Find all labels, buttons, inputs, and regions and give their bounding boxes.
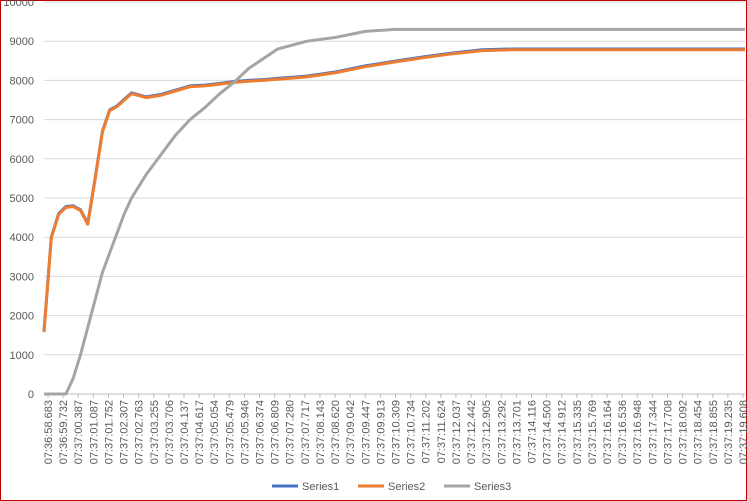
y-tick-label: 2000 xyxy=(10,311,34,323)
x-tick-label: 07:37:18.454 xyxy=(693,400,705,464)
legend-label: Series2 xyxy=(388,481,425,493)
x-axis: 07:36:58.683 07:36:59.732 07:37:00.387 07:3… xyxy=(43,394,747,464)
x-tick-label: 07:37:16.948 xyxy=(632,400,644,464)
x-tick-label: 07:37:06.809 xyxy=(270,400,282,464)
x-tick-label: 07:37:14.500 xyxy=(542,400,554,464)
series-line-series1 xyxy=(42,47,745,332)
x-tick-label: 07:37:09.042 xyxy=(345,400,357,464)
x-tick-label: 07:37:14.912 xyxy=(557,400,569,464)
y-tick-label: 0 xyxy=(28,389,34,401)
x-tick-label: 07:37:08.620 xyxy=(330,400,342,464)
y-tick-label: 3000 xyxy=(10,271,34,283)
x-tick-label: 07:37:18.855 xyxy=(708,400,720,464)
x-tick-label: 07:37:15.335 xyxy=(572,400,584,464)
x-tick-label: 07:37:10.734 xyxy=(406,400,418,464)
x-tick-label: 07:37:14.116 xyxy=(526,400,538,463)
x-tick-label: 07:37:01.087 xyxy=(88,400,100,464)
x-tick-label: 07:37:12.905 xyxy=(481,400,493,464)
legend-label: Series1 xyxy=(302,481,339,493)
x-tick-label: 07:37:05.479 xyxy=(224,400,236,464)
x-tick-label: 07:37:12.037 xyxy=(451,400,463,464)
x-tick-label: 07:37:03.255 xyxy=(149,400,161,464)
x-tick-label: 07:37:09.447 xyxy=(360,400,372,464)
y-tick-label: 4000 xyxy=(10,232,34,244)
gridlines xyxy=(44,1,745,395)
x-tick-label: 07:37:19.608 xyxy=(738,400,747,464)
x-tick-label: 07:36:58.683 xyxy=(43,400,55,464)
y-tick-label: 6000 xyxy=(10,154,34,166)
x-tick-label: 07:37:17.344 xyxy=(647,400,659,464)
x-tick-label: 07:37:04.617 xyxy=(194,400,206,464)
x-tick-label: 07:37:16.536 xyxy=(617,400,629,464)
y-tick-label: 7000 xyxy=(10,115,34,127)
x-tick-label: 07:37:03.706 xyxy=(164,400,176,464)
y-tick-label: 10000 xyxy=(3,0,34,9)
x-tick-label: 07:37:11.202 xyxy=(421,400,433,463)
x-tick-label: 07:37:06.374 xyxy=(255,400,267,464)
legend: Series1 Series2 Series3 xyxy=(272,481,511,493)
x-tick-label: 07:37:05.054 xyxy=(209,400,221,464)
x-tick-label: 07:37:17.708 xyxy=(662,400,674,464)
y-tick-label: 5000 xyxy=(10,193,34,205)
x-tick-label: 07:37:04.137 xyxy=(179,400,191,464)
y-tick-label: 1000 xyxy=(10,350,34,362)
x-tick-label: 07:37:16.164 xyxy=(602,400,614,464)
x-tick-label: 07:37:11.624 xyxy=(436,400,448,463)
y-tick-label: 8000 xyxy=(10,75,34,87)
x-tick-label: 07:37:13.701 xyxy=(511,400,523,464)
series-lines xyxy=(42,27,745,396)
x-tick-label: 07:37:19.235 xyxy=(723,400,735,464)
x-tick-label: 07:37:15.769 xyxy=(587,400,599,464)
series-line-series3 xyxy=(44,27,745,396)
x-tick-label: 07:37:02.763 xyxy=(134,400,146,464)
x-tick-label: 07:37:07.280 xyxy=(285,400,297,464)
series-line-series2 xyxy=(42,48,745,333)
x-tick-label: 07:37:02.307 xyxy=(119,400,131,464)
x-tick-label: 07:37:07.717 xyxy=(300,400,312,464)
x-tick-label: 07:37:10.309 xyxy=(391,400,403,464)
x-tick-label: 07:37:13.292 xyxy=(496,400,508,464)
y-axis: 0 1000 2000 3000 4000 5000 6000 7000 8000 9000 100… xyxy=(3,0,34,401)
x-tick-label: 07:37:00.387 xyxy=(73,400,85,464)
y-tick-label: 9000 xyxy=(10,36,34,48)
x-tick-label: 07:37:18.092 xyxy=(678,400,690,464)
legend-label: Series3 xyxy=(474,481,511,493)
x-tick-label: 07:37:08.143 xyxy=(315,400,327,464)
x-tick-label: 07:36:59.732 xyxy=(58,400,70,464)
x-tick-label: 07:37:12.442 xyxy=(466,400,478,464)
x-tick-label: 07:37:05.946 xyxy=(239,400,251,464)
x-tick-label: 07:37:09.913 xyxy=(375,400,387,464)
x-tick-label: 07:37:01.752 xyxy=(103,400,115,464)
